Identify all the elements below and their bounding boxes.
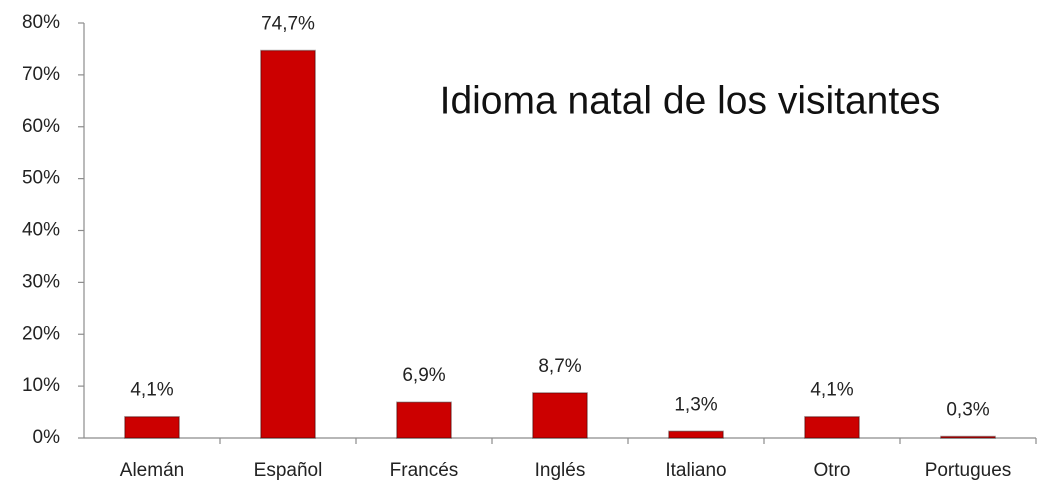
data-label: 4,1% [130, 380, 173, 401]
y-tick-label: 10% [22, 375, 60, 396]
data-label: 0,3% [946, 399, 989, 420]
bar [532, 392, 588, 439]
y-tick-label: 80% [22, 12, 60, 33]
x-tick-label: Portugues [925, 460, 1012, 481]
y-tick-label: 40% [22, 220, 60, 241]
y-tick-label: 70% [22, 64, 60, 85]
x-tick-label: Inglés [535, 460, 586, 481]
bar [396, 401, 452, 439]
data-label: 1,3% [674, 394, 717, 415]
data-label: 8,7% [538, 356, 581, 377]
y-tick-label: 60% [22, 116, 60, 137]
x-tick-label: Español [254, 460, 323, 481]
y-tick-label: 20% [22, 323, 60, 344]
y-tick-label: 30% [22, 271, 60, 292]
bar [668, 430, 724, 439]
bar [804, 415, 860, 439]
data-label: 6,9% [402, 365, 445, 386]
x-tick-label: Francés [390, 460, 459, 481]
chart-title: Idioma natal de los visitantes [440, 79, 941, 122]
x-tick-label: Otro [814, 460, 851, 481]
y-tick-label: 0% [33, 427, 61, 448]
y-tick-label: 50% [22, 168, 60, 189]
bar [124, 415, 180, 439]
data-label: 4,1% [810, 380, 853, 401]
x-tick-label: Italiano [665, 460, 726, 481]
x-tick-label: Alemán [120, 460, 184, 481]
bar [940, 435, 996, 439]
bar [260, 49, 316, 439]
data-label: 74,7% [261, 14, 315, 35]
